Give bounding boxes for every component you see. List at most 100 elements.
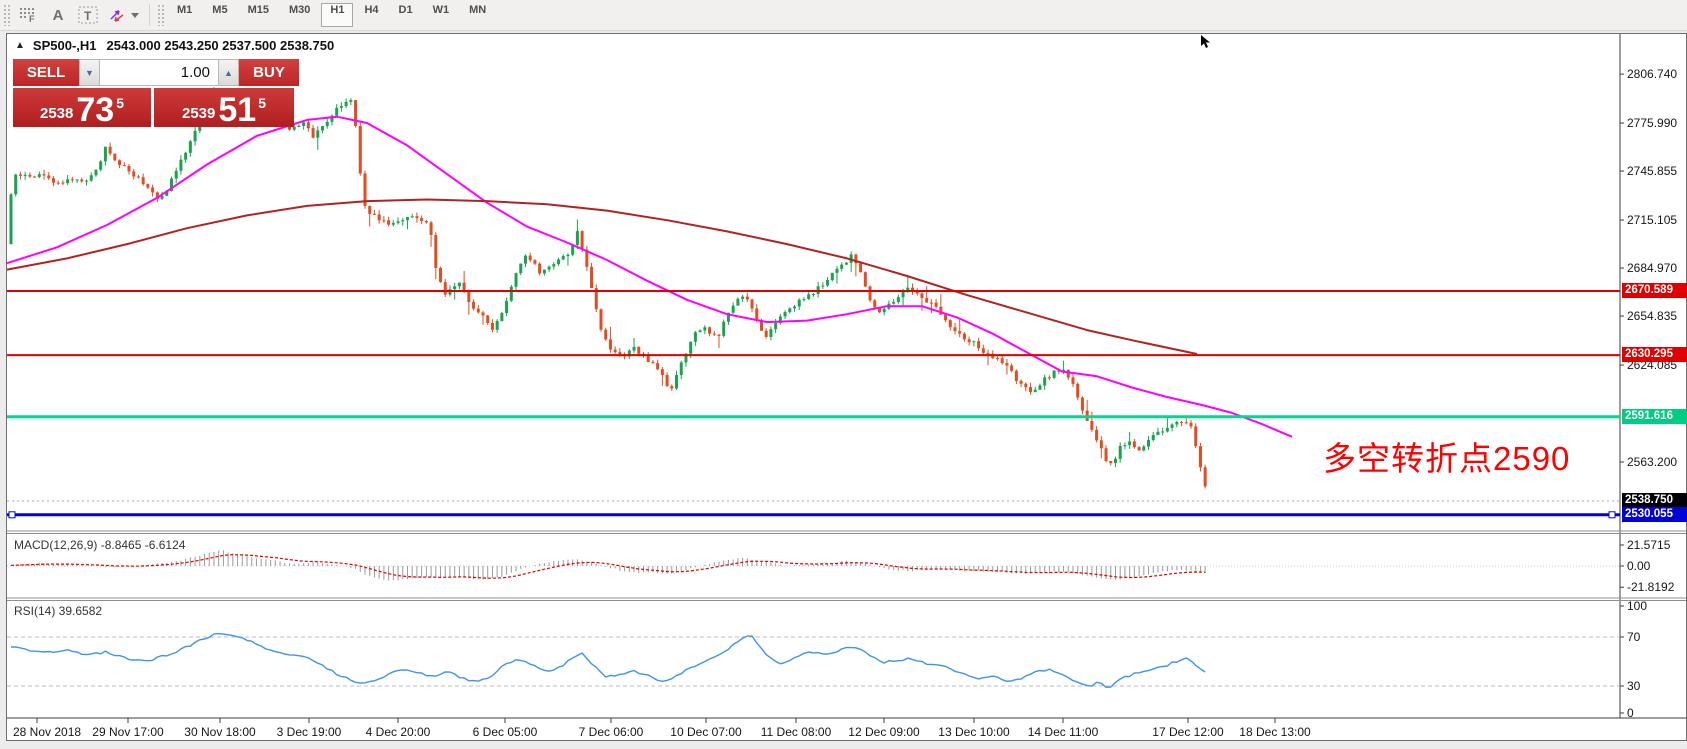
- sell-price-display[interactable]: 2538 73 5: [13, 88, 151, 127]
- candle-body: [722, 321, 726, 336]
- candle-body: [618, 351, 622, 355]
- candle-body: [141, 177, 145, 185]
- candle-body: [802, 299, 806, 301]
- candle-body: [906, 287, 910, 291]
- toolbar-grip[interactable]: [3, 4, 10, 26]
- candle-body: [995, 358, 999, 360]
- candle-body: [986, 352, 990, 354]
- chart-window: 2806.740 2775.990 2745.855 2715.105 2684.970…: [6, 33, 1687, 741]
- candle-body: [151, 187, 155, 193]
- candle-body: [854, 254, 858, 264]
- candle-body: [882, 308, 886, 313]
- fractals-icon[interactable]: F: [15, 3, 41, 27]
- candle-body: [28, 174, 32, 177]
- candle-body: [528, 255, 532, 261]
- candle-body: [1180, 421, 1184, 423]
- candle-body: [354, 100, 358, 126]
- candle-body: [122, 165, 126, 167]
- candle-body: [349, 100, 353, 102]
- macd-indicator-label: MACD(12,26,9) -8.8465 -6.6124: [14, 538, 186, 552]
- candle-body: [585, 249, 589, 267]
- candle-body: [708, 327, 712, 334]
- letter-a-icon[interactable]: A: [52, 6, 64, 24]
- candle-body: [490, 322, 494, 330]
- buy-price-display[interactable]: 2539 51 5: [154, 88, 294, 127]
- sell-button[interactable]: SELL: [13, 59, 79, 86]
- candle-body: [552, 264, 556, 267]
- timeframe-button-MN[interactable]: MN: [469, 4, 487, 16]
- line-handle[interactable]: [1608, 511, 1616, 519]
- candle-body: [594, 288, 598, 310]
- line-handle[interactable]: [8, 511, 16, 519]
- candle-body: [387, 220, 391, 225]
- candle-body: [566, 254, 570, 257]
- candle-body: [608, 339, 612, 350]
- candle-body: [1147, 440, 1151, 447]
- candle-body: [538, 263, 542, 274]
- chart-text-annotation[interactable]: 多空转折点2590: [1323, 440, 1571, 477]
- candle-body: [415, 216, 419, 219]
- volume-input[interactable]: [100, 63, 218, 82]
- timeframe-button-M1[interactable]: M1: [177, 4, 193, 16]
- candle-body: [896, 297, 900, 302]
- collapse-trade-panel-arrow[interactable]: ▲: [15, 40, 25, 51]
- candle-body: [665, 374, 669, 387]
- buy-price-big: 51: [218, 91, 257, 129]
- timeframe-button-H4[interactable]: H4: [364, 4, 379, 16]
- candle-body: [717, 334, 721, 336]
- candle-body: [179, 159, 183, 171]
- candle-body: [1198, 446, 1202, 468]
- timeframe-button-H1[interactable]: H1: [321, 3, 354, 27]
- volume-decrease-button[interactable]: ▼: [79, 59, 100, 86]
- candle-body: [410, 216, 414, 218]
- candle-body: [684, 353, 688, 363]
- candle-body: [193, 130, 197, 142]
- candle-body: [613, 349, 617, 352]
- chart-title: SP500-,H1: [32, 38, 97, 53]
- buy-button[interactable]: BUY: [239, 59, 299, 86]
- candle-body: [571, 244, 575, 255]
- candle-body: [533, 260, 537, 264]
- ma-fast-line[interactable]: [7, 115, 1293, 438]
- candle-body: [1175, 421, 1179, 425]
- candle-body: [481, 312, 485, 316]
- timeframe-toolbar-grip[interactable]: [157, 4, 164, 26]
- chart-canvas[interactable]: [7, 34, 1686, 740]
- arrow-objects-icon-glyph: [110, 10, 139, 22]
- candle-body: [368, 205, 372, 214]
- timeframe-button-D1[interactable]: D1: [398, 4, 413, 16]
- timeframe-button-M30[interactable]: M30: [288, 4, 311, 16]
- candle-body: [953, 327, 957, 332]
- candle-body: [1156, 431, 1160, 435]
- candle-body: [1118, 445, 1122, 459]
- ma-slow-line[interactable]: [7, 198, 1198, 355]
- candle-body: [80, 179, 84, 182]
- candle-body: [306, 122, 310, 129]
- candle-body: [944, 314, 948, 321]
- candle-body: [656, 363, 660, 370]
- arrow-objects-icon[interactable]: [105, 3, 143, 27]
- candle-body: [840, 264, 844, 269]
- candle-body: [1184, 422, 1188, 424]
- text-label-icon[interactable]: T: [75, 3, 101, 27]
- candle-body: [877, 307, 881, 313]
- candle-body: [627, 350, 631, 357]
- candle-body: [434, 234, 438, 268]
- candle-body: [33, 176, 37, 178]
- candle-body: [929, 302, 933, 304]
- candle-body: [911, 287, 915, 291]
- candle-body: [325, 121, 329, 127]
- volume-increase-button[interactable]: ▲: [218, 59, 239, 86]
- candle-body: [1024, 383, 1028, 388]
- candle-body: [287, 124, 291, 130]
- candle-body: [769, 329, 773, 337]
- candle-body: [797, 299, 801, 307]
- candle-body: [764, 330, 768, 337]
- timeframe-button-M15[interactable]: M15: [247, 4, 269, 16]
- candle-body: [1019, 380, 1023, 384]
- candle-body: [1005, 363, 1009, 366]
- one-click-trading-panel: SELL ▼ ▲ BUY 2538 73 5 2539 51 5: [13, 59, 305, 127]
- candle-body: [632, 346, 636, 351]
- timeframe-button-W1[interactable]: W1: [432, 4, 450, 16]
- timeframe-button-M5[interactable]: M5: [212, 4, 228, 16]
